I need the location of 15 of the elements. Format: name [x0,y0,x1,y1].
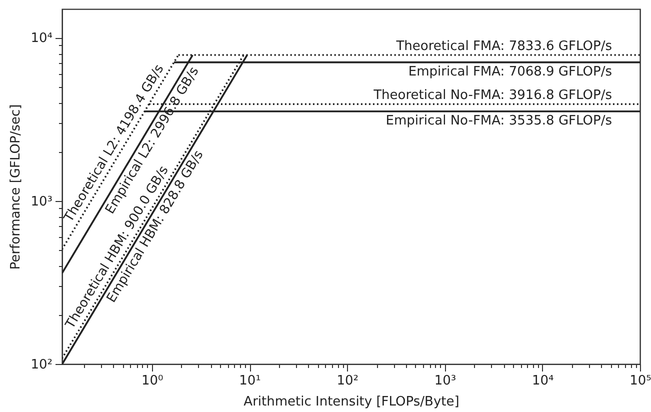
x-tick-label: 10¹ [239,374,261,388]
annotation: Theoretical No-FMA: 3916.8 GFLOP/s [372,88,612,104]
x-tick-label: 10³ [434,374,456,388]
x-tick-label: 10² [336,374,359,388]
y-tick-label: 10² [30,358,52,372]
annotation: Empirical FMA: 7068.9 GFLOP/s [408,64,612,80]
y-tick-label: 10³ [30,194,52,210]
x-tick-label: 10⁵ [630,374,651,388]
annotation: Theoretical FMA: 7833.6 GFLOP/s [395,39,612,54]
annotation: Empirical No-FMA: 3535.8 GFLOP/s [386,113,612,128]
x-axis-title: Arithmetic Intensity [FLOPs/Byte] [244,394,460,410]
x-tick-label: 10⁴ [532,374,554,388]
y-axis-title: Performance [GFLOP/sec] [8,104,24,270]
x-tick-label: 10⁰ [142,374,164,388]
y-tick-label: 10⁴ [30,31,52,46]
